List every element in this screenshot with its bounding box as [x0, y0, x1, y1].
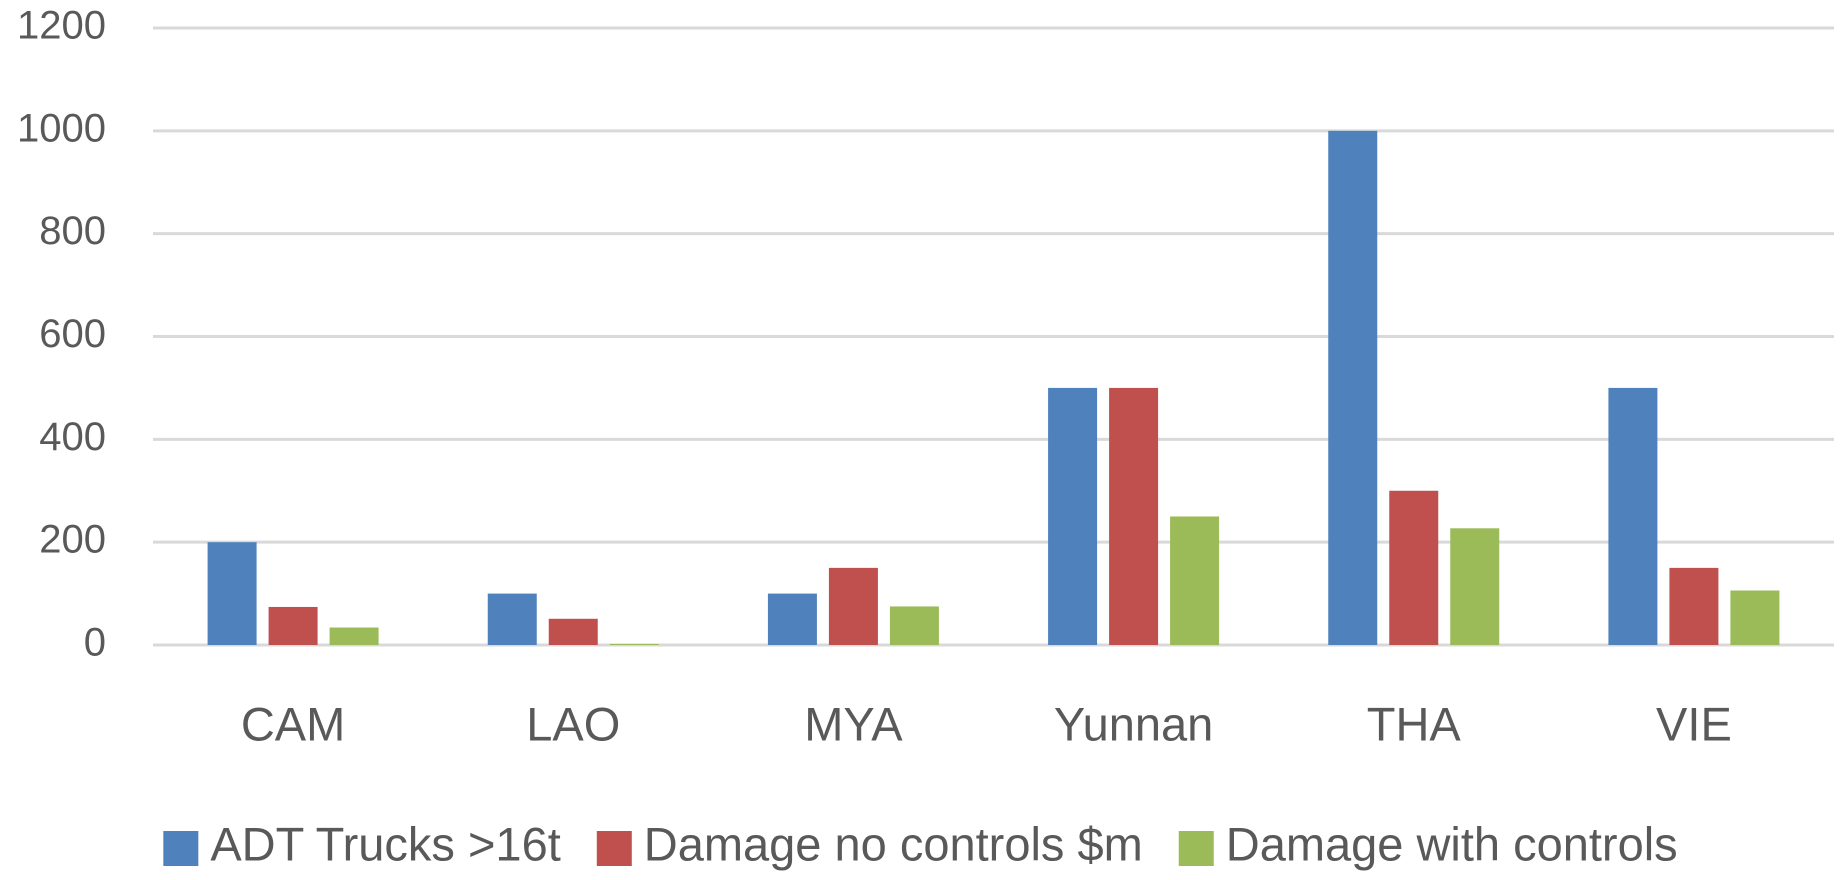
legend-label: Damage no controls $m — [644, 817, 1143, 870]
bar — [1048, 387, 1098, 645]
y-tick-label: 0 — [84, 621, 106, 665]
bar — [1328, 130, 1378, 646]
y-tick-label: 1200 — [17, 4, 106, 48]
x-tick-label: THA — [1367, 697, 1462, 750]
bar — [329, 627, 379, 645]
y-tick-label: 1000 — [17, 106, 106, 150]
bar — [268, 606, 318, 645]
bar — [1170, 516, 1220, 645]
bar — [1608, 387, 1658, 645]
bar — [207, 542, 257, 645]
legend-label: Damage with controls — [1226, 817, 1678, 870]
bar — [1669, 567, 1719, 645]
legend-swatch — [596, 831, 632, 866]
bar — [609, 643, 659, 645]
bar — [1730, 590, 1780, 645]
bar — [889, 606, 939, 645]
y-tick-label: 200 — [39, 518, 106, 562]
bar — [548, 618, 598, 645]
bar — [1450, 528, 1500, 645]
bar — [1109, 387, 1159, 645]
legend-label: ADT Trucks >16t — [210, 817, 560, 870]
legend-swatch — [1178, 831, 1214, 866]
x-tick-label: MYA — [804, 697, 903, 750]
bar — [767, 593, 817, 645]
bar — [1389, 490, 1439, 645]
bar — [487, 593, 537, 645]
y-tick-label: 800 — [39, 209, 106, 253]
bar — [828, 567, 878, 645]
x-tick-label: LAO — [526, 697, 620, 750]
y-tick-label: 400 — [39, 415, 106, 459]
y-tick-label: 600 — [39, 312, 106, 356]
x-tick-label: CAM — [241, 697, 345, 750]
x-tick-label: VIE — [1656, 697, 1732, 750]
x-tick-label: Yunnan — [1054, 697, 1213, 750]
legend-swatch — [163, 831, 199, 866]
